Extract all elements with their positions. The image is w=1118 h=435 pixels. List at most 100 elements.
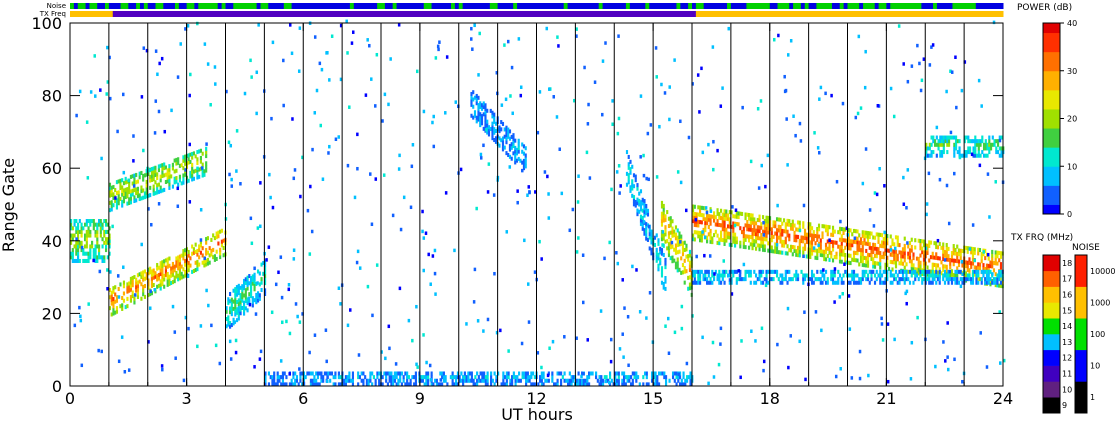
heatmap-cell — [878, 166, 881, 171]
heatmap-cell — [861, 273, 864, 278]
heatmap-cell — [927, 171, 931, 176]
heatmap-cell — [946, 367, 950, 372]
heatmap-cell — [999, 254, 1003, 259]
heatmap-cell — [796, 245, 800, 250]
heatmap-cell — [258, 357, 262, 361]
heatmap-cell — [609, 371, 612, 376]
heatmap-cell — [625, 150, 629, 155]
heatmap-cell — [841, 101, 845, 106]
heatmap-cell — [886, 269, 889, 274]
heatmap-cell — [249, 283, 253, 288]
heatmap-cell — [406, 375, 409, 380]
heatmap-cell — [355, 260, 359, 265]
heatmap-cell — [292, 371, 295, 376]
noise-strip-cell — [894, 3, 899, 9]
heatmap-cell — [933, 270, 936, 275]
heatmap-cell — [880, 240, 884, 245]
txfreq-strip-cell — [742, 11, 747, 17]
heatmap-cell — [663, 371, 666, 376]
heatmap-cell — [760, 243, 763, 248]
heatmap-cell — [880, 233, 884, 238]
heatmap-cell — [431, 254, 435, 258]
heatmap-cell — [176, 186, 180, 191]
heatmap-cell — [138, 193, 141, 198]
heatmap-cell — [522, 158, 526, 163]
heatmap-cell — [980, 259, 983, 264]
heatmap-cell — [198, 262, 201, 267]
heatmap-cell — [722, 259, 726, 263]
heatmap-cell — [524, 164, 527, 169]
heatmap-cell — [503, 43, 506, 47]
txfreq-strip-cell — [618, 11, 623, 17]
heatmap-cell — [809, 244, 812, 249]
heatmap-cell — [704, 228, 707, 233]
heatmap-cell — [863, 273, 866, 278]
heatmap-cell — [977, 247, 980, 252]
heatmap-cell — [299, 371, 302, 376]
heatmap-cell — [247, 296, 251, 301]
heatmap-cell — [281, 375, 285, 380]
heatmap-cell — [634, 199, 637, 204]
heatmap-cell — [255, 111, 258, 116]
heatmap-cell — [178, 258, 181, 263]
heatmap-cell — [161, 174, 164, 179]
heatmap-cell — [789, 277, 792, 282]
heatmap-cell — [735, 240, 738, 245]
heatmap-cell — [935, 241, 938, 246]
heatmap-cell — [349, 308, 352, 312]
heatmap-cell — [964, 245, 968, 250]
heatmap-cell — [760, 326, 764, 331]
noise-strip-cell — [800, 3, 806, 9]
heatmap-cell — [671, 259, 674, 264]
heatmap-cell — [785, 117, 788, 121]
heatmap-cell — [754, 246, 758, 251]
heatmap-cell — [319, 123, 323, 128]
heatmap-cell — [409, 378, 412, 383]
heatmap-cell — [551, 339, 555, 344]
heatmap-cell — [164, 172, 168, 177]
heatmap-cell — [427, 252, 430, 257]
heatmap-cell — [884, 280, 887, 285]
heatmap-cell — [954, 139, 958, 144]
heatmap-cell — [288, 382, 292, 387]
heatmap-cell — [762, 220, 765, 225]
heatmap-cell — [971, 254, 975, 259]
heatmap-cell — [650, 371, 654, 376]
heatmap-cell — [928, 243, 931, 248]
noise-strip-cell — [307, 3, 312, 9]
txfreq-strip-cell — [128, 11, 133, 17]
heatmap-cell — [362, 378, 365, 383]
heatmap-cell — [159, 261, 162, 266]
heatmap-cell — [949, 258, 952, 263]
heatmap-cell — [536, 351, 540, 355]
txfreq-strip-cell — [711, 11, 716, 17]
heatmap-cell — [122, 265, 125, 269]
heatmap-cell — [775, 228, 779, 233]
heatmap-cell — [334, 371, 337, 376]
heatmap-cell — [844, 269, 847, 274]
heatmap-cell — [936, 245, 940, 250]
heatmap-cell — [959, 277, 962, 282]
heatmap-cell — [251, 274, 254, 279]
heatmap-cell — [175, 260, 178, 265]
heatmap-cell — [751, 220, 754, 225]
heatmap-cell — [505, 378, 508, 383]
heatmap-cell — [516, 189, 519, 193]
heatmap-cell — [877, 236, 880, 241]
heatmap-cell — [161, 367, 164, 372]
heatmap-cell — [624, 375, 627, 380]
heatmap-cell — [601, 112, 604, 117]
heatmap-cell — [617, 164, 621, 168]
heatmap-cell — [762, 359, 766, 364]
heatmap-cell — [490, 371, 493, 376]
heatmap-cell — [932, 135, 935, 140]
heatmap-cell — [171, 269, 175, 274]
heatmap-cell — [232, 288, 235, 293]
heatmap-cell — [944, 135, 947, 140]
heatmap-cell — [898, 250, 901, 255]
heatmap-cell — [661, 371, 664, 376]
heatmap-cell — [982, 142, 986, 147]
heatmap-cell — [94, 229, 97, 234]
heatmap-cell — [705, 239, 709, 244]
